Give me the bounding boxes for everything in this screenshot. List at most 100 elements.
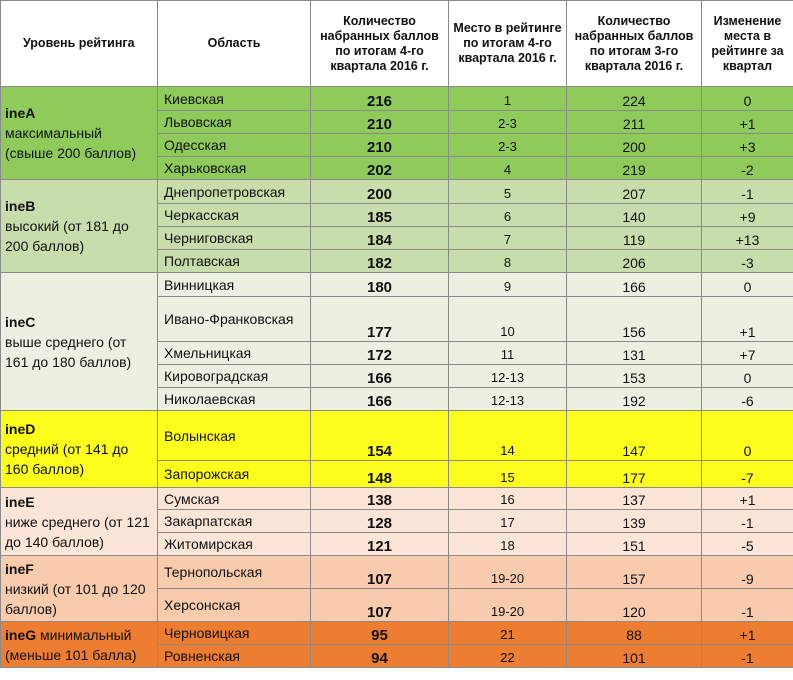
score-q3-cell: 88 — [566, 621, 702, 645]
table-row: Харьковская 202 4 219 -2 — [0, 156, 793, 180]
score-q4-cell: 202 — [310, 156, 449, 180]
score-q4-cell: 121 — [310, 532, 449, 556]
region-cell: Винницкая — [157, 272, 311, 297]
score-q4-cell: 94 — [310, 644, 449, 668]
region-cell: Сумская — [157, 487, 311, 510]
table-row: Львовская 210 2-3 211 +1 — [0, 110, 793, 134]
region-cell: Полтавская — [157, 249, 311, 273]
table-row: Одесская 210 2-3 200 +3 — [0, 133, 793, 157]
rating-level-code: ineB — [5, 198, 36, 214]
place-q4-cell: 10 — [448, 296, 567, 342]
score-q4-cell: 184 — [310, 226, 449, 250]
place-q4-cell: 9 — [448, 272, 567, 297]
score-q4-cell: 107 — [310, 588, 449, 622]
score-q3-cell: 192 — [566, 387, 702, 411]
region-cell: Николаевская — [157, 387, 311, 411]
rating-level-ineg: ineG минимальный (меньше 101 балла) — [0, 621, 158, 668]
header-score-q3: Количество набранных баллов по итогам 3-… — [566, 0, 702, 87]
change-cell: -6 — [701, 387, 793, 411]
table-row: Хмельницкая 172 11 131 +7 — [0, 341, 793, 365]
score-q3-cell: 137 — [566, 487, 702, 510]
rating-level-code: ineF — [5, 560, 34, 577]
region-cell: Ровненская — [157, 644, 311, 668]
place-q4-cell: 14 — [448, 410, 567, 461]
score-q3-cell: 219 — [566, 156, 702, 180]
region-cell: Харьковская — [157, 156, 311, 180]
rating-level-ineb: ineB высокий (от 181 до 200 баллов) — [0, 179, 158, 273]
change-cell: -1 — [701, 588, 793, 622]
score-q3-cell: 177 — [566, 460, 702, 488]
score-q4-cell: 185 — [310, 203, 449, 227]
table-body: ineA максимальный (свыше 200 баллов) Киевс… — [0, 86, 793, 668]
region-cell: Херсонская — [157, 588, 311, 622]
change-cell: +9 — [701, 203, 793, 227]
score-q4-cell: 182 — [310, 249, 449, 273]
table-row: Полтавская 182 8 206 -3 — [0, 249, 793, 273]
place-q4-cell: 12-13 — [448, 387, 567, 411]
change-cell: -1 — [701, 509, 793, 533]
score-q4-cell: 180 — [310, 272, 449, 297]
region-cell: Тернопольская — [157, 555, 311, 589]
score-q3-cell: 156 — [566, 296, 702, 342]
place-q4-cell: 12-13 — [448, 364, 567, 388]
score-q3-cell: 207 — [566, 179, 702, 204]
place-q4-cell: 6 — [448, 203, 567, 227]
region-cell: Ивано-Франковская — [157, 296, 311, 342]
change-cell: -9 — [701, 555, 793, 589]
place-q4-cell: 7 — [448, 226, 567, 250]
change-cell: 0 — [701, 272, 793, 297]
change-cell: -5 — [701, 532, 793, 556]
score-q4-cell: 107 — [310, 555, 449, 589]
table-row: ineC выше среднего (от 161 до 180 баллов)… — [0, 272, 793, 411]
score-q3-cell: 147 — [566, 410, 702, 461]
region-cell: Черновицкая — [157, 621, 311, 645]
change-cell: -3 — [701, 249, 793, 273]
score-q4-cell: 166 — [310, 387, 449, 411]
change-cell: 0 — [701, 410, 793, 461]
score-q3-cell: 120 — [566, 588, 702, 622]
region-cell: Одесская — [157, 133, 311, 157]
place-q4-cell: 19-20 — [448, 555, 567, 589]
region-cell: Волынская — [157, 410, 311, 461]
header-change: Изменение места в рейтинге за квартал — [701, 0, 793, 87]
score-q3-cell: 119 — [566, 226, 702, 250]
rating-level-inec: ineC выше среднего (от 161 до 180 баллов) — [0, 272, 158, 411]
score-q3-cell: 153 — [566, 364, 702, 388]
region-cell: Кировоградская — [157, 364, 311, 388]
region-cell: Киевская — [157, 86, 311, 111]
score-q3-cell: 140 — [566, 203, 702, 227]
place-q4-cell: 1 — [448, 86, 567, 111]
score-q4-cell: 148 — [310, 460, 449, 488]
region-cell: Запорожская — [157, 460, 311, 488]
rating-level-code: ineE — [5, 493, 35, 510]
table-row: ineF низкий (от 101 до 120 баллов) Тернопо… — [0, 555, 793, 622]
place-q4-cell: 19-20 — [448, 588, 567, 622]
region-cell: Житомирская — [157, 532, 311, 556]
rating-level-description: минимальный (меньше 101 балла) — [5, 626, 137, 663]
change-cell: -1 — [701, 644, 793, 668]
place-q4-cell: 15 — [448, 460, 567, 488]
score-q4-cell: 210 — [310, 110, 449, 134]
change-cell: 0 — [701, 86, 793, 111]
table-row: Житомирская 121 18 151 -5 — [0, 532, 793, 556]
table-row: ineA максимальный (свыше 200 баллов) Киевс… — [0, 86, 793, 180]
rating-level-ined: ineD средний (от 141 до 160 баллов) — [0, 410, 158, 488]
score-q4-cell: 138 — [310, 487, 449, 510]
rating-level-code: ineA — [5, 105, 36, 121]
rating-level-description: выше среднего (от 161 до 180 баллов) — [5, 333, 132, 370]
table-row: Ровненская 94 22 101 -1 — [0, 644, 793, 668]
table-row: ineE ниже среднего (от 121 до 140 баллов)… — [0, 487, 793, 556]
change-cell: +7 — [701, 341, 793, 365]
score-q4-cell: 200 — [310, 179, 449, 204]
header-region: Область — [157, 0, 311, 87]
place-q4-cell: 4 — [448, 156, 567, 180]
rating-level-code: ineD — [5, 421, 36, 437]
table-row: Черкасская 185 6 140 +9 — [0, 203, 793, 227]
change-cell: +1 — [701, 296, 793, 342]
score-q4-cell: 177 — [310, 296, 449, 342]
score-q4-cell: 216 — [310, 86, 449, 111]
place-q4-cell: 21 — [448, 621, 567, 645]
score-q3-cell: 166 — [566, 272, 702, 297]
score-q3-cell: 101 — [566, 644, 702, 668]
change-cell: -1 — [701, 179, 793, 204]
